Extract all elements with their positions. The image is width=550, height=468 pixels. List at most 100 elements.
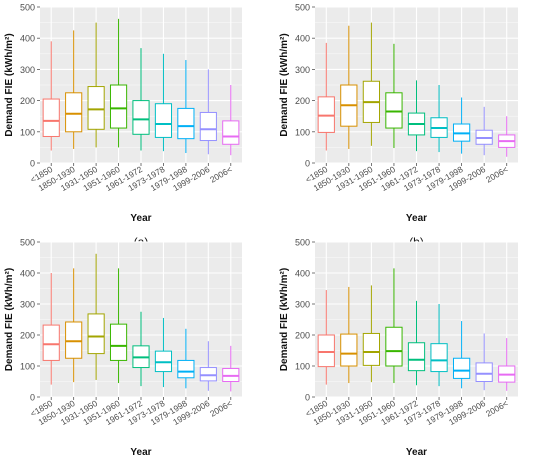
box-body [385, 92, 403, 129]
box-1931-1950 [362, 22, 381, 146]
y-tick-label: 300 [20, 300, 35, 310]
y-tick-label: 100 [295, 127, 310, 137]
y-tick-label: 500 [20, 3, 35, 13]
box-body [132, 100, 150, 135]
box-<1850 [42, 41, 60, 151]
box-1973-1978 [430, 304, 448, 387]
box-1979-1998 [177, 60, 195, 154]
box-body [87, 86, 105, 130]
box-1979-1998 [452, 97, 471, 154]
y-tick-label: 0 [30, 159, 35, 169]
x-axis-title: Year [406, 447, 427, 458]
y-tick-label: 200 [20, 96, 35, 106]
box-1951-1960 [385, 268, 403, 384]
x-axis-title: Year [130, 213, 151, 224]
y-tick-label: 400 [20, 34, 35, 44]
box-1850-1930 [340, 286, 358, 384]
box-1999-2006 [475, 106, 493, 156]
box-2006< [222, 85, 240, 156]
y-tick-label: 100 [295, 362, 310, 372]
y-axis-title: Demand FIE (kWh/m²) [279, 33, 290, 136]
box-body [109, 323, 128, 361]
box-1999-2006 [199, 341, 217, 391]
box-1951-1960 [385, 43, 403, 149]
y-tick-label: 0 [305, 159, 310, 169]
y-axis-title: Demand FIE (kWh/m²) [4, 268, 15, 371]
box-body [87, 313, 105, 355]
x-tick-label: 2006< [208, 164, 234, 185]
box-1850-1930 [340, 25, 358, 149]
y-tick-label: 400 [295, 269, 310, 279]
box-1973-1978 [430, 85, 448, 153]
y-axis-title: Demand FIE (kWh/m²) [4, 33, 15, 136]
y-tick-label: 400 [295, 34, 310, 44]
y-tick-label: 300 [295, 65, 310, 75]
box-body [317, 334, 335, 368]
panel-c: 0100200300400500<18501850-19301931-19501… [4, 238, 242, 458]
box-1999-2006 [199, 69, 217, 155]
x-axis-title: Year [406, 213, 427, 224]
box-body [199, 367, 217, 382]
y-axis-title: Demand FIE (kWh/m²) [279, 268, 290, 371]
x-tick-label: 2006< [484, 164, 510, 185]
box-body [42, 98, 60, 137]
box-body [222, 120, 240, 145]
box-<1850 [317, 42, 335, 151]
box-1931-1950 [87, 22, 105, 148]
box-body [65, 92, 83, 133]
y-tick-label: 100 [20, 127, 35, 137]
box-body [109, 84, 128, 129]
box-1850-1930 [65, 30, 83, 149]
box-1961-1972 [132, 48, 150, 151]
box-body [65, 321, 83, 359]
box-1931-1950 [87, 253, 105, 380]
y-tick-label: 500 [20, 238, 35, 248]
box-1951-1960 [109, 18, 128, 148]
box-body [177, 359, 195, 379]
box-<1850 [317, 290, 335, 385]
y-tick-label: 100 [20, 362, 35, 372]
box-body [430, 343, 448, 373]
box-1951-1960 [109, 268, 128, 384]
box-2006< [498, 116, 516, 157]
box-1999-2006 [475, 333, 493, 391]
y-tick-label: 200 [20, 331, 35, 341]
box-<1850 [42, 273, 60, 385]
box-1973-1978 [154, 317, 173, 388]
y-tick-label: 0 [305, 393, 310, 403]
box-1973-1978 [154, 53, 173, 152]
box-1961-1972 [132, 311, 150, 387]
box-1979-1998 [177, 328, 195, 389]
box-body [177, 107, 195, 140]
x-tick-label: 2006< [484, 398, 510, 419]
box-1979-1998 [452, 321, 471, 389]
box-1961-1972 [407, 300, 426, 386]
box-body [154, 103, 173, 138]
y-tick-label: 300 [295, 300, 310, 310]
box-1961-1972 [407, 80, 426, 152]
y-tick-label: 0 [30, 393, 35, 403]
x-tick-label: 2006< [208, 398, 234, 419]
box-body [452, 357, 471, 379]
y-tick-label: 500 [295, 3, 310, 13]
y-tick-label: 200 [295, 96, 310, 106]
box-1931-1950 [362, 285, 381, 383]
box-1850-1930 [65, 268, 83, 383]
y-tick-label: 200 [295, 331, 310, 341]
box-body [362, 332, 381, 366]
y-tick-label: 500 [295, 238, 310, 248]
box-body [340, 333, 358, 367]
panel-a: 0100200300400500<18501850-19301931-19501… [4, 3, 242, 249]
box-body [407, 342, 426, 372]
box-2006< [222, 345, 240, 392]
box-body [475, 362, 493, 382]
x-axis-title: Year [130, 447, 151, 458]
box-body [385, 326, 403, 367]
panel-d: 0100200300400500<18501850-19301931-19501… [279, 238, 518, 458]
y-tick-label: 400 [20, 269, 35, 279]
box-body [199, 111, 217, 142]
y-tick-label: 300 [20, 65, 35, 75]
panel-b: 0100200300400500<18501850-19301931-19501… [279, 3, 518, 249]
box-body [42, 324, 60, 361]
